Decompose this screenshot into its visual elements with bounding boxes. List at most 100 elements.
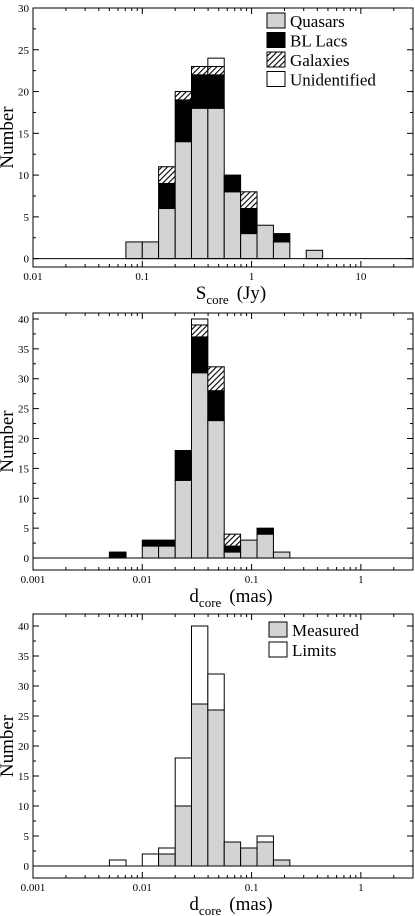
bar-quasar-bin-11: [305, 249, 324, 260]
x-tick-label: 0.1: [245, 882, 259, 894]
x-tick-label: 0.001: [21, 574, 46, 586]
y-tick-label: 25: [18, 45, 30, 57]
x-tick-label: 1: [249, 271, 255, 283]
bar-bllac-bin-3: [174, 99, 192, 143]
bar-bllac-bin-3: [158, 539, 176, 547]
bar-galaxy-bin-2: [158, 166, 176, 184]
bar-limits-bin-0: [108, 859, 127, 867]
bar-galaxy-bin-6: [207, 366, 225, 392]
y-tick-label: 15: [18, 463, 30, 475]
bar-measured-bin-4: [174, 805, 192, 867]
bar-bllac-bin-2: [141, 539, 160, 547]
y-tick-label: 10: [18, 170, 30, 182]
x-tick-label: 0.01: [23, 271, 42, 283]
bar-limits-bin-4: [174, 757, 192, 807]
bar-measured-bin-10: [272, 859, 291, 867]
x-axis-label: Score (Jy): [196, 283, 267, 307]
legend-swatch-galaxy: [266, 51, 286, 68]
y-tick-label: 20: [18, 87, 30, 99]
legend-label-galaxy: Galaxies: [290, 51, 349, 70]
bar-bllac-bin-5: [207, 74, 225, 109]
y-tick-label: 15: [18, 128, 30, 140]
bar-quasar-bin-8: [256, 224, 274, 260]
bar-bllac-bin-6: [207, 390, 225, 422]
x-tick-label: 0.1: [245, 574, 259, 586]
x-axis-label: dcore (mas): [189, 586, 272, 610]
bar-quasar-bin-10: [272, 551, 291, 559]
bar-limits-bin-3: [158, 847, 176, 855]
plot-frame: [32, 312, 414, 571]
plot-frame: [32, 7, 414, 268]
y-tick-label: 40: [18, 314, 30, 326]
bar-bllac-bin-4: [174, 449, 192, 481]
bar-quasar-bin-6: [223, 191, 242, 260]
y-tick-label: 40: [18, 621, 30, 633]
bar-quasar-bin-3: [174, 141, 192, 260]
bar-limits-bin-2: [141, 853, 160, 867]
bar-quasar-bin-7: [223, 551, 242, 559]
bar-measured-bin-8: [240, 847, 258, 867]
y-tick-label: 25: [18, 404, 30, 416]
histogram-core-size-by-class: 0.001 0.01 0.1 10510152025303540Numberdcore…: [0, 312, 414, 610]
bar-galaxy-bin-7: [223, 533, 242, 547]
y-tick-label: 20: [18, 434, 30, 446]
y-tick-label: 0: [24, 254, 30, 266]
legend-label-quasar: Quasars: [290, 12, 345, 31]
bar-unidentified-bin-5: [207, 57, 225, 67]
y-tick-label: 5: [24, 523, 30, 535]
x-tick-label: 0.01: [133, 882, 152, 894]
x-axis-label: dcore (mas): [189, 894, 272, 916]
bar-quasar-bin-4: [190, 107, 209, 260]
bar-measured-bin-9: [256, 841, 274, 867]
legend-swatch-limits: [268, 641, 288, 658]
bar-quasar-bin-3: [158, 545, 176, 559]
bar-quasar-bin-5: [207, 107, 225, 260]
legend-swatch-bllac: [266, 32, 286, 48]
bar-galaxy-bin-7: [240, 191, 258, 210]
bar-galaxy-bin-3: [174, 91, 192, 101]
bar-measured-bin-7: [223, 841, 242, 867]
bar-measured-bin-6: [207, 709, 225, 867]
legend-swatch-quasar: [266, 12, 286, 29]
x-tick-label: 0.001: [21, 882, 46, 894]
bar-quasar-bin-7: [240, 233, 258, 260]
bar-bllac-bin-6: [223, 174, 242, 193]
legend-swatch-unidentified: [266, 71, 286, 87]
y-tick-label: 30: [18, 3, 30, 15]
y-tick-label: 0: [24, 553, 30, 565]
bar-quasar-bin-1: [141, 241, 160, 260]
bar-limits-bin-5: [190, 625, 209, 705]
bar-galaxy-bin-4: [190, 65, 209, 76]
bar-bllac-bin-9: [256, 527, 274, 535]
y-tick-label: 35: [18, 651, 30, 663]
x-tick-label: 1: [358, 882, 364, 894]
y-tick-label: 30: [18, 681, 30, 693]
y-axis-label: Number: [0, 410, 18, 473]
y-tick-label: 0: [24, 861, 30, 873]
bar-bllac-bin-7: [240, 208, 258, 235]
bar-galaxy-bin-5: [207, 65, 225, 76]
legend-label-unidentified: Unidentified: [290, 71, 376, 90]
bar-bllac-bin-9: [272, 233, 291, 243]
bar-bllac-bin-5: [190, 336, 209, 374]
y-tick-label: 5: [24, 212, 30, 224]
y-tick-label: 10: [18, 493, 30, 505]
bar-quasar-bin-6: [207, 420, 225, 559]
histogram-core-size-limits: 0.001 0.01 0.1 10510152025303540Numberdcore…: [0, 613, 414, 916]
bar-bllac-bin-2: [158, 182, 176, 210]
y-tick-label: 25: [18, 711, 30, 723]
legend-label-limits: Limits: [292, 641, 336, 660]
y-tick-label: 20: [18, 741, 30, 753]
bar-bllac-bin-4: [190, 74, 209, 109]
x-tick-label: 0.1: [135, 271, 149, 283]
bar-measured-bin-5: [190, 703, 209, 867]
legend-label-bllac: BL Lacs: [290, 32, 347, 51]
y-tick-label: 35: [18, 344, 30, 356]
y-tick-label: 5: [24, 831, 30, 843]
y-axis-label: Number: [0, 106, 18, 169]
y-axis-label: Number: [0, 714, 18, 777]
bar-quasar-bin-4: [174, 479, 192, 559]
bar-bllac-bin-7: [223, 545, 242, 553]
bar-quasar-bin-2: [158, 208, 176, 260]
